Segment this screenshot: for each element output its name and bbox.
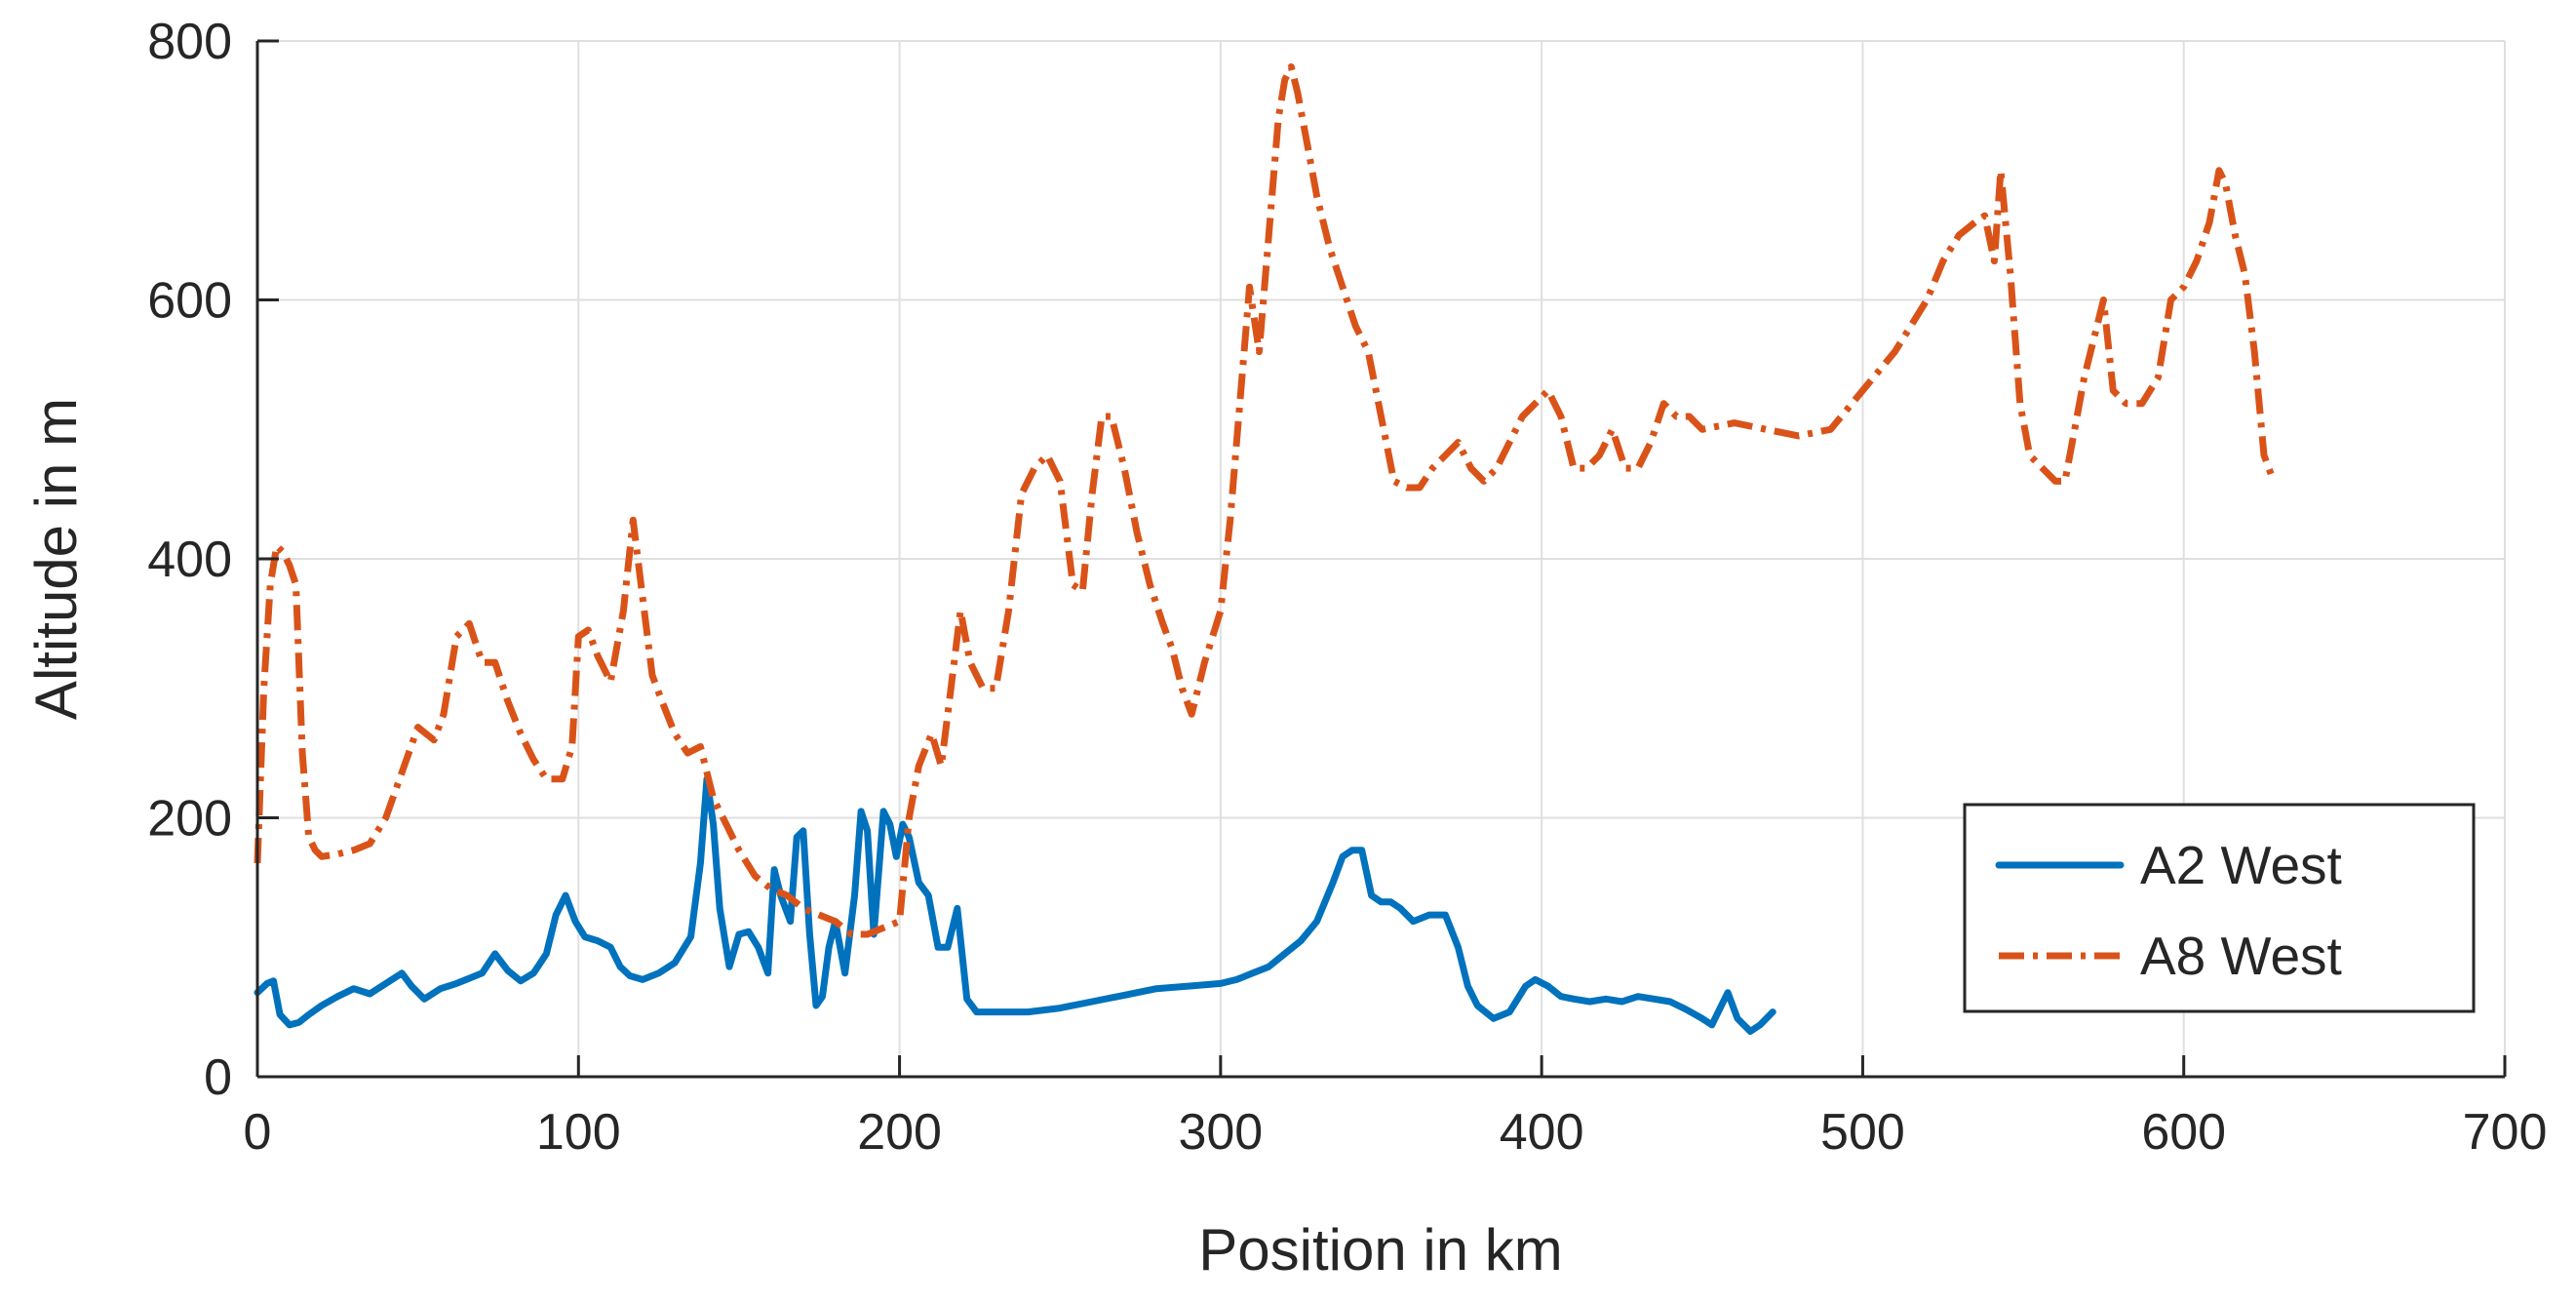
legend-label-a8-west: A8 West	[2140, 926, 2342, 986]
x-tick-label: 200	[857, 1104, 942, 1161]
y-axis-label: Altitude in m	[23, 398, 89, 720]
x-axis-label: Position in km	[1198, 1217, 1562, 1283]
axes: 0 100 200 300 400 500 600 700 0 200 400 600 800	[147, 14, 2547, 1161]
legend-box	[1963, 803, 2476, 1013]
x-tick-label: 700	[2463, 1104, 2548, 1161]
x-tick-label: 0	[244, 1104, 272, 1161]
series-line-a2-west	[254, 775, 1776, 1035]
legend: A2 West A8 West	[1963, 803, 2476, 1013]
x-tick-label: 100	[536, 1104, 621, 1161]
y-tick-label: 600	[147, 273, 232, 330]
x-tick-label: 600	[2141, 1104, 2226, 1161]
x-tick-label: 500	[1820, 1104, 1905, 1161]
series-layer	[254, 63, 2278, 1035]
x-tick-label: 300	[1178, 1104, 1263, 1161]
y-tick-label: 800	[147, 14, 232, 70]
y-tick-label: 200	[147, 791, 232, 848]
series-line-a8-west	[254, 63, 2278, 938]
y-tick-label: 400	[147, 532, 232, 588]
x-tick-label: 400	[1500, 1104, 1584, 1161]
legend-label-a2-west: A2 West	[2140, 835, 2342, 895]
y-tick-label: 0	[204, 1049, 232, 1106]
